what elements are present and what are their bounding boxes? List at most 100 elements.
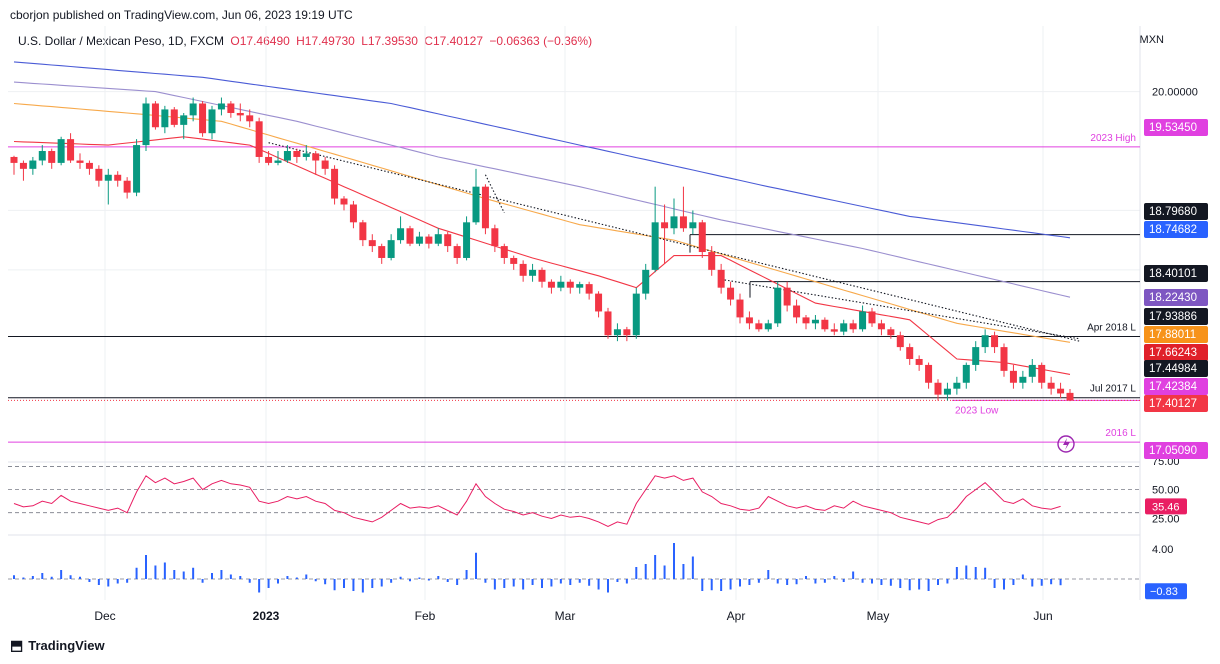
trendline [484,174,505,214]
level-label: Apr 2018 L [1087,323,1136,334]
candle-body [661,222,669,229]
x-tick-label: 2023 [253,609,280,623]
alert-icon[interactable] [1057,435,1075,453]
candle-body [981,335,989,348]
price-tag [1144,344,1208,361]
candle-body [170,109,178,125]
candle-body [227,103,235,113]
price-tag [1144,119,1208,136]
candle-body [943,388,951,395]
candle-body [67,139,75,161]
price-tag [1144,221,1208,238]
candle-body [378,246,386,258]
x-axis: Dec 2023 Feb Mar Apr May Jun [94,609,1052,623]
momentum-tick-label: 4.00 [1152,544,1173,556]
open-value: O17.46490 [230,34,290,48]
candle-body [255,121,263,157]
candle-body [48,151,56,163]
price-tag [1144,326,1208,343]
price-tag-text: 17.88011 [1149,329,1196,341]
candle-body [406,228,414,244]
tradingview-logo-icon: ⬒ [10,637,24,653]
candle-body [57,139,65,163]
candle-body [236,112,244,116]
high-value: H17.49730 [296,34,355,48]
candle-body [1066,392,1074,401]
close-value: C17.40127 [424,34,483,48]
x-tick-label: Apr [727,609,746,623]
footer-brand[interactable]: ⬒ TradingView [10,637,105,654]
price-tag-text: 17.66243 [1149,347,1197,359]
candle-body [331,168,339,199]
candle-body [444,234,452,247]
candle-body [727,287,735,300]
candle-body [595,293,603,312]
candle-body [1038,364,1046,383]
candle-body [670,216,678,229]
momentum-panel: 4.00 −0.83 [8,543,1187,600]
price-tag [1144,265,1208,282]
price-tag-text: 18.79680 [1149,206,1197,218]
candle-body [991,335,999,348]
rsi-line [13,475,1061,528]
candle-body [415,236,423,244]
candle-body [934,382,942,395]
candle-body [472,186,480,223]
candle-body [500,246,508,258]
candle-body [849,323,857,330]
candle-body [708,252,716,270]
candle-body [604,311,612,336]
moving-average-line [13,61,1071,239]
candle-body [585,284,593,294]
x-tick-label: Jun [1033,609,1052,623]
candle-body [755,323,763,330]
candle-body [840,323,848,332]
candle-body [151,103,159,128]
candle-body [793,305,801,318]
candle-body [1009,370,1017,383]
candle-body [38,151,46,161]
candle-body [123,180,131,193]
candle-body [283,151,291,161]
candle-body [519,263,527,276]
candle-body [189,103,197,116]
candle-body [529,269,537,276]
candle-body [689,222,697,229]
candle-body [19,162,27,169]
candle-body [962,364,970,383]
candle-body [764,323,772,330]
price-tag [1144,360,1208,377]
price-tag-text: 18.74682 [1149,224,1197,236]
candle-body [104,174,112,181]
candle-body [774,287,782,324]
price-tags: 18.79680 18.74682 18.40101 18.22430 17.93886… [1144,119,1208,459]
price-tag-text: 19.53450 [1149,122,1197,134]
candle-body [859,311,867,330]
candle-body [453,246,461,258]
candle-body [1000,347,1008,371]
candle-body [387,240,395,258]
symbol-legend: U.S. Dollar / Mexican Peso, 1D, FXCM O17… [18,34,592,48]
rsi-tick-label: 25.00 [1152,513,1180,525]
candle-body [274,160,282,163]
candle-body [642,269,650,294]
candle-body [972,347,980,365]
candle-body [566,281,574,288]
candle-body [29,160,37,169]
price-tag-text: 17.42384 [1149,381,1198,393]
candle-body [811,319,819,324]
candle-body [114,174,122,181]
candle-body [623,329,631,336]
currency-label: MXN [1139,34,1164,46]
candle-body [142,103,150,146]
horizontal-levels: 2023 High Apr 2018 L Jul 2017 L 2023 Low 201… [8,133,1140,443]
candle-body [1047,382,1055,389]
candle-body [133,145,141,193]
level-label: Jul 2017 L [1090,384,1137,395]
candle-body [312,153,320,161]
candle-body [246,115,254,122]
candle-body [783,287,791,306]
price-tag [1144,378,1208,395]
candle-body [651,222,659,270]
